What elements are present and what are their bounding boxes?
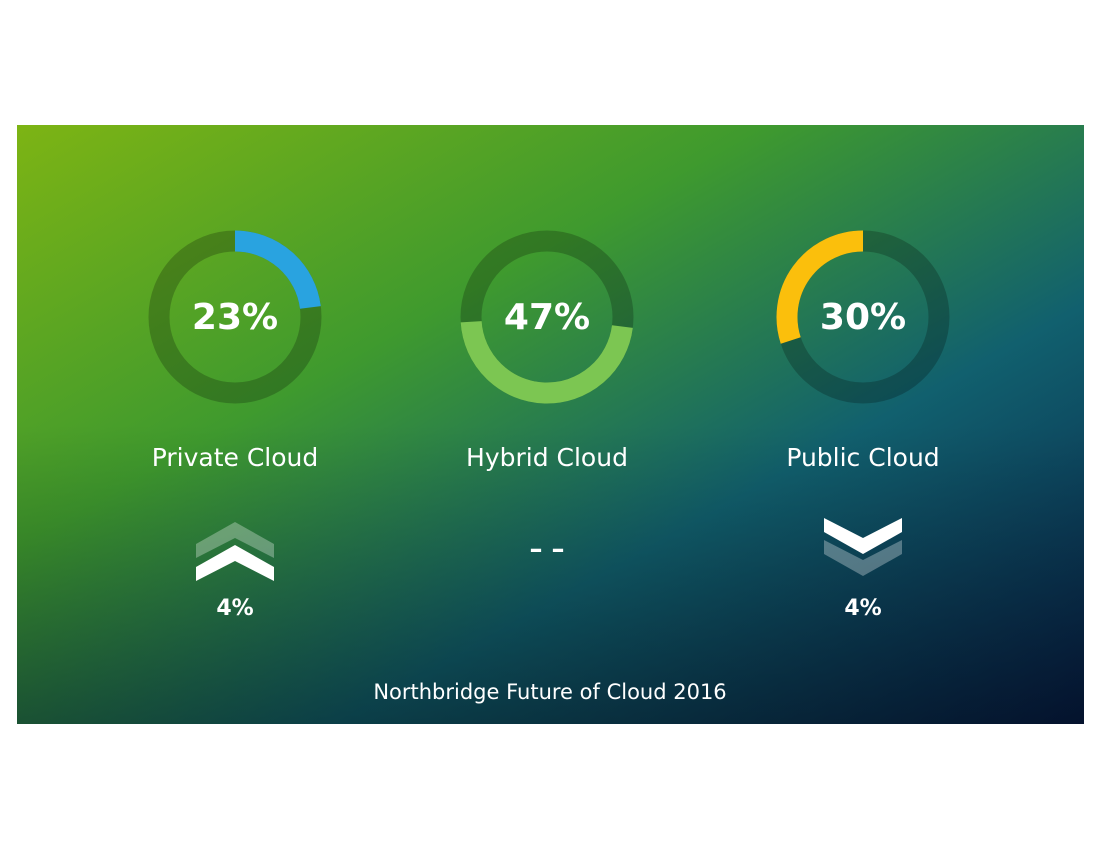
slide-shade (17, 125, 1084, 724)
donut-title: Private Cloud (152, 443, 319, 472)
donut-value-label: 47% (504, 297, 590, 338)
change-arrow-shadow (824, 540, 902, 576)
change-flat: – – (529, 535, 564, 565)
donut-value-label: 23% (192, 297, 278, 338)
change-arrow-shadow (196, 522, 274, 558)
change-value-label: 4% (216, 596, 253, 621)
donut-title: Hybrid Cloud (466, 443, 628, 472)
donut-arc (234, 230, 321, 310)
change-arrow (824, 518, 902, 554)
donut-title: Public Cloud (786, 443, 939, 472)
footer: Northbridge Future of Cloud 2016 (373, 680, 726, 704)
donut-arc (460, 320, 633, 404)
change-value-label: 4% (844, 596, 881, 621)
donut-value-label: 30% (820, 297, 906, 338)
donut-arc (776, 230, 864, 344)
change-arrow (196, 545, 274, 581)
